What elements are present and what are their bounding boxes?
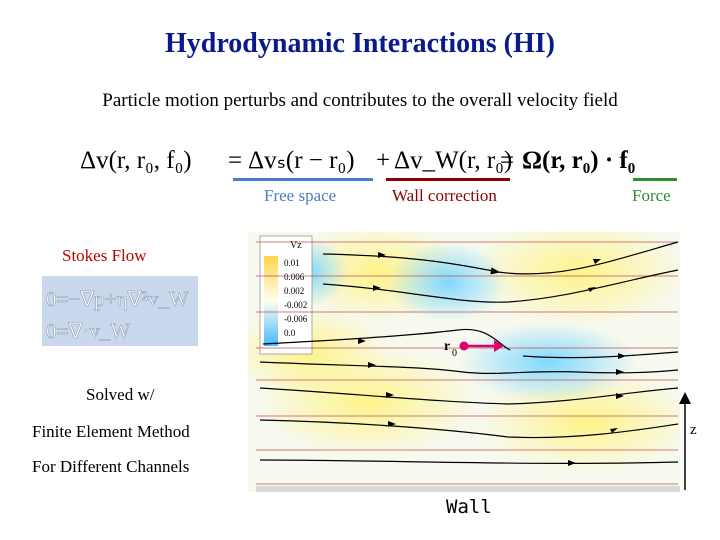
force-underline xyxy=(633,178,677,181)
velocity-equation: Δv(r, r₀, f₀) = Δvₛ(r − r₀) + Δv_W(r, r₀… xyxy=(80,147,635,174)
stokes-equation-1: 0=−∇p+η∇²v_W xyxy=(46,287,189,311)
equation-free-space-term: Δvₛ(r − r₀) xyxy=(248,147,355,174)
slide-subtitle: Particle motion perturbs and contributes… xyxy=(102,90,618,111)
equation-omega-term: Ω(r, r₀) · f₀ xyxy=(522,147,635,174)
equation-wall-term: Δv_W(r, r₀) xyxy=(394,147,512,174)
free-space-underline xyxy=(233,178,373,181)
legend-tick-2: 0.002 xyxy=(284,286,304,296)
equation-lhs: Δv(r, r₀, f₀) xyxy=(80,147,192,174)
legend-tick-0: 0.01 xyxy=(284,258,300,268)
force-label: Force xyxy=(632,186,671,205)
z-axis-label: z xyxy=(690,422,697,438)
stokes-equations-box: 0=−∇p+η∇²v_W 0=∇·v_W xyxy=(42,276,198,346)
wall-correction-label: Wall correction xyxy=(392,186,497,205)
particle-force-arrow xyxy=(464,340,504,352)
z-axis-arrow xyxy=(679,392,691,490)
particle-marker xyxy=(459,341,469,351)
equation-plus: + xyxy=(376,147,390,174)
colorbar-legend: Vz 0.01 0.006 0.002 -0.002 -0.006 0.0 xyxy=(259,235,313,355)
legend-tick-4: -0.006 xyxy=(284,314,308,324)
flow-field-plot: Vz 0.01 0.006 0.002 -0.002 -0.006 0.0 xyxy=(248,232,680,492)
streamline-arrows xyxy=(358,252,626,466)
slide-title: Hydrodynamic Interactions (HI) xyxy=(165,28,555,59)
stokes-flow-heading: Stokes Flow xyxy=(62,246,147,265)
stokes-equation-2: 0=∇·v_W xyxy=(46,319,130,343)
legend-tick-1: 0.006 xyxy=(284,272,305,282)
equation-equals-2: = xyxy=(500,147,514,174)
legend-tick-3: -0.002 xyxy=(284,300,307,310)
particle-subscript: 0 xyxy=(452,348,457,359)
particle-label: r xyxy=(444,339,450,354)
wall-label: Wall xyxy=(446,496,492,518)
solved-with-label: Solved w/ xyxy=(86,385,155,404)
legend-title: Vz xyxy=(290,240,302,251)
wall-surface xyxy=(256,486,680,492)
streamlines xyxy=(259,241,679,464)
channels-label: For Different Channels xyxy=(32,457,190,476)
free-space-label: Free space xyxy=(264,186,337,205)
wall-correction-underline xyxy=(386,178,510,181)
legend-tick-5: 0.0 xyxy=(284,328,296,338)
equation-equals-1: = xyxy=(228,147,242,174)
fem-label: Finite Element Method xyxy=(32,422,190,441)
